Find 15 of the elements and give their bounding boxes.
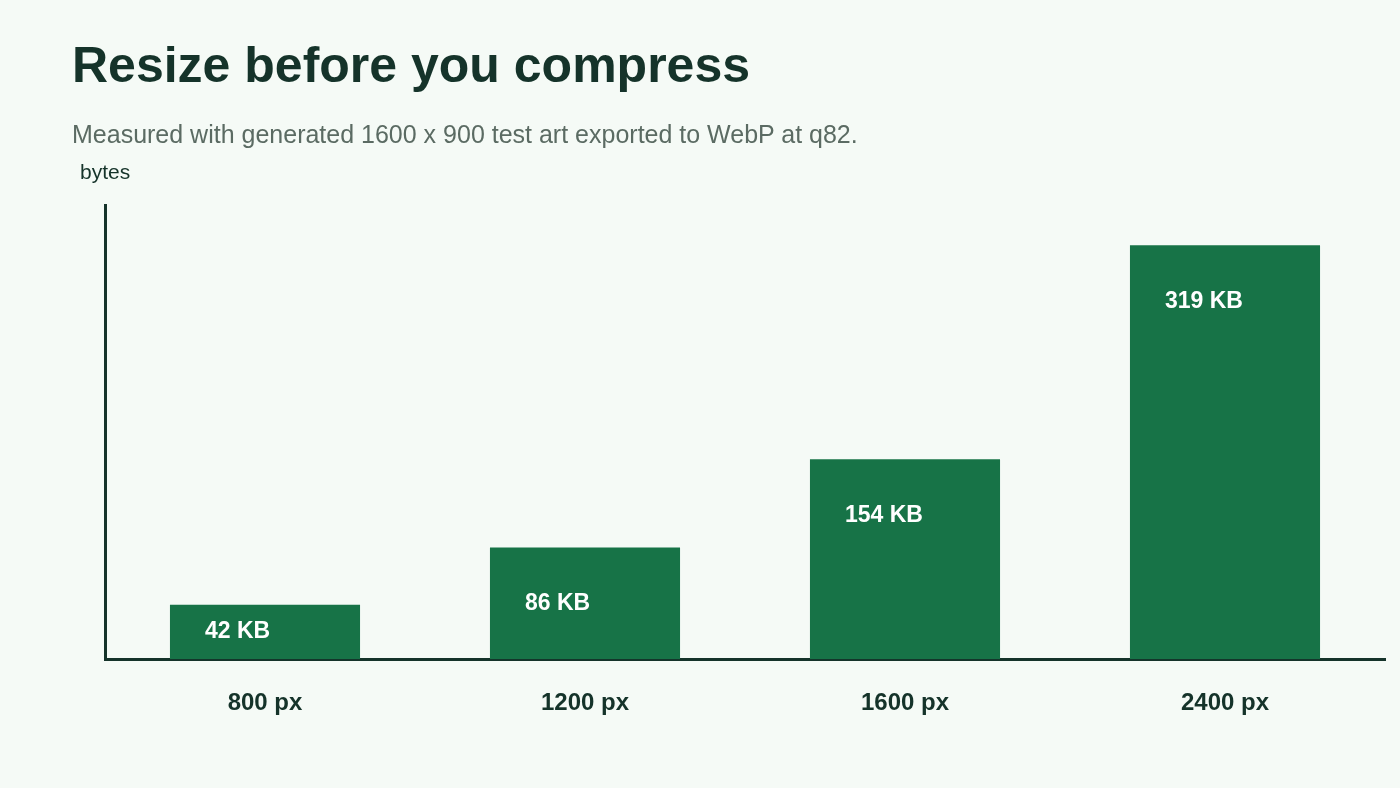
data-label: 86 KB <box>524 588 591 615</box>
chart-title: Resize before you compress <box>72 36 751 94</box>
data-label: 154 KB <box>844 500 923 527</box>
x-tick-label: 1200 px <box>540 688 630 716</box>
data-label: 42 KB <box>204 617 271 644</box>
data-label: 319 KB <box>1164 286 1243 313</box>
x-tick-label: 1600 px <box>860 688 950 716</box>
y-axis-title: bytes <box>80 160 131 184</box>
bar <box>1129 245 1321 660</box>
bar <box>169 604 361 660</box>
bar <box>809 459 1001 660</box>
chart-subtitle: Measured with generated 1600 x 900 test art exported to WebP at q82. <box>72 120 858 149</box>
bar <box>489 547 681 660</box>
x-tick-label: 2400 px <box>1180 688 1270 716</box>
x-tick-label: 800 px <box>227 688 304 716</box>
